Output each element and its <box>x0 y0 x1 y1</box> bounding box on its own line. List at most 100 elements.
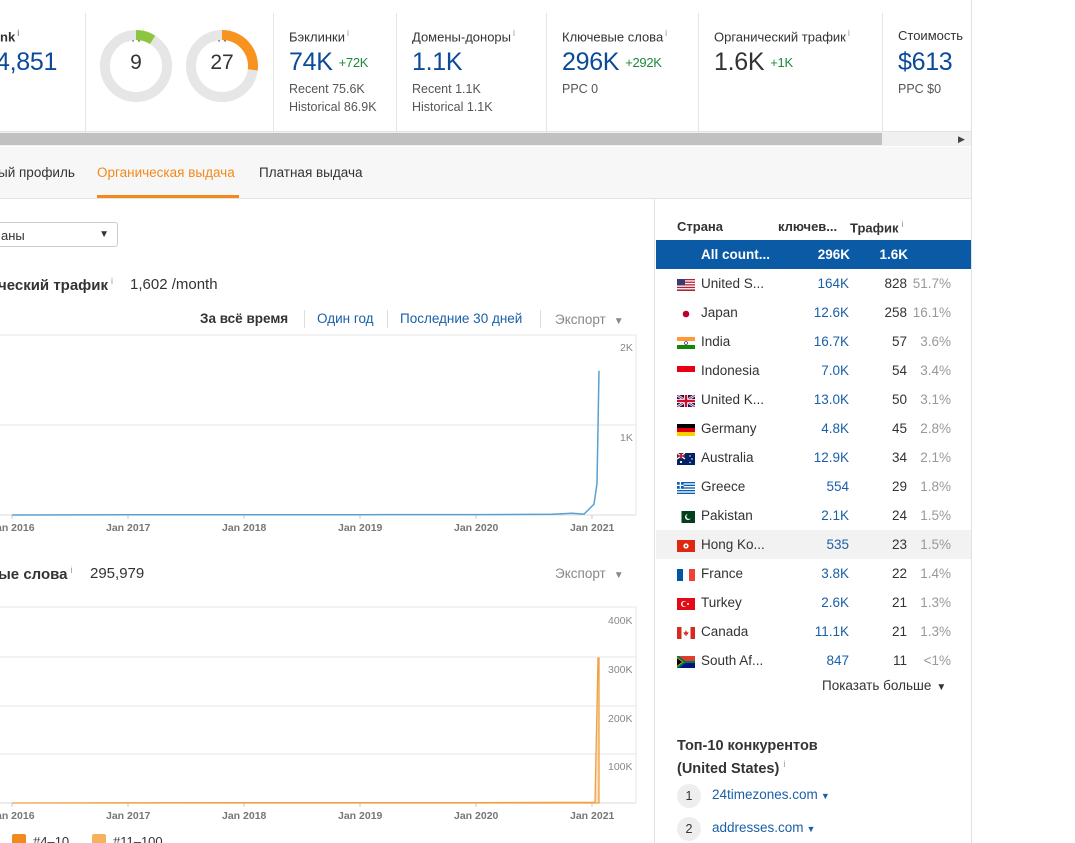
country-percent: 3.6% <box>920 334 951 349</box>
traffic-export-button[interactable]: Экспорт ▼ <box>555 312 624 327</box>
country-traffic: 11 <box>892 653 907 668</box>
info-icon[interactable]: i <box>17 28 20 38</box>
organic-traffic-title: Органический трафик i <box>714 28 850 45</box>
info-icon[interactable]: i <box>111 276 114 286</box>
cost-value[interactable]: $613 <box>898 48 953 76</box>
country-name: Japan <box>701 305 738 320</box>
competitor-link[interactable]: addresses.com ▼ <box>712 820 816 835</box>
divider <box>698 13 699 131</box>
country-name: Pakistan <box>701 508 753 523</box>
gr-flag-icon <box>677 481 695 494</box>
country-keywords[interactable]: 12.6K <box>813 305 849 320</box>
ahrefs-rank-title: nk i <box>0 28 20 45</box>
country-traffic: 22 <box>891 566 907 581</box>
info-icon[interactable]: i <box>665 28 668 38</box>
keywords-export-button[interactable]: Экспорт ▼ <box>555 566 624 581</box>
traffic-x-tick: Jan 2020 <box>454 522 499 534</box>
keywords-ppc: PPC 0 <box>562 82 599 96</box>
country-traffic: 50 <box>891 392 907 407</box>
divider <box>540 310 541 328</box>
col-traffic[interactable]: Трафик i <box>850 219 904 236</box>
chevron-down-icon: ▼ <box>936 682 947 693</box>
traffic-x-tick: an 2016 <box>0 522 35 534</box>
country-keywords[interactable]: 7.0K <box>821 363 849 378</box>
country-row[interactable]: Germany 4.8K 45 2.8% <box>656 414 971 443</box>
col-keywords[interactable]: ключев... <box>778 219 838 234</box>
range-one-year[interactable]: Один год <box>317 311 374 326</box>
country-keywords[interactable]: 847 <box>826 653 849 668</box>
country-name: India <box>701 334 731 349</box>
country-row[interactable]: Pakistan 2.1K 24 1.5% <box>656 501 971 530</box>
country-row[interactable]: Greece 554 29 1.8% <box>656 472 971 501</box>
ur-gauge <box>100 30 172 102</box>
country-row[interactable]: India 16.7K 57 3.6% <box>656 327 971 356</box>
chevron-down-icon: ▼ <box>613 570 624 581</box>
legend-checkbox[interactable] <box>12 834 26 843</box>
country-keywords[interactable]: 13.0K <box>813 392 849 407</box>
keywords-delta: +292K <box>625 55 662 70</box>
country-keywords[interactable]: 11.1K <box>814 624 849 639</box>
info-icon[interactable]: i <box>513 28 515 38</box>
country-keywords[interactable]: 2.1K <box>821 508 849 523</box>
country-row[interactable]: France 3.8K 22 1.4% <box>656 559 971 588</box>
traffic-x-ticks <box>11 515 593 519</box>
country-keywords[interactable]: 296K <box>817 247 850 262</box>
country-percent: 1.4% <box>920 566 951 581</box>
competitor-link[interactable]: 24timezones.com ▼ <box>712 787 830 802</box>
tab-bar: ый профиль Органическая выдача Платная в… <box>0 147 971 199</box>
country-keywords[interactable]: 4.8K <box>821 421 849 436</box>
ref-domains-value[interactable]: 1.1K <box>412 48 463 76</box>
country-traffic: 24 <box>891 508 907 523</box>
country-percent: 2.8% <box>920 421 951 436</box>
country-row[interactable]: United K... 13.0K 50 3.1% <box>656 385 971 414</box>
country-row[interactable]: Indonesia 7.0K 54 3.4% <box>656 356 971 385</box>
divider <box>396 13 397 131</box>
tab-profile[interactable]: ый профиль <box>0 165 75 180</box>
metrics-scrollbar[interactable]: ▶ <box>0 131 971 146</box>
country-row[interactable]: South Af... 847 11 <1% <box>656 646 971 675</box>
pk-flag-icon <box>677 510 695 523</box>
country-row[interactable]: Turkey 2.6K 21 1.3% <box>656 588 971 617</box>
country-row-all[interactable]: All count... 296K 1.6K <box>656 240 971 269</box>
country-row[interactable]: Australia 12.9K 34 2.1% <box>656 443 971 472</box>
legend-checkbox[interactable] <box>92 834 106 843</box>
country-percent: 2.1% <box>920 450 951 465</box>
country-keywords[interactable]: 164K <box>817 276 849 291</box>
country-percent: 1.3% <box>920 624 951 639</box>
show-more-button[interactable]: Показать больше ▼ <box>822 678 947 693</box>
scrollbar-thumb[interactable] <box>0 133 882 145</box>
range-last-30-days[interactable]: Последние 30 дней <box>400 311 523 326</box>
keywords-value[interactable]: 296K +292K <box>562 48 662 76</box>
keywords-chart <box>0 606 637 807</box>
info-icon[interactable]: i <box>346 28 349 38</box>
country-keywords[interactable]: 16.7K <box>813 334 849 349</box>
country-row[interactable]: United S... 164K 828 51.7% <box>656 269 971 298</box>
jp-flag-icon <box>677 307 695 320</box>
tab-paid[interactable]: Платная выдача <box>259 165 363 180</box>
ur-gauge-arc <box>135 30 156 45</box>
info-icon[interactable]: i <box>901 219 904 229</box>
country-percent: 51.7% <box>912 276 951 291</box>
country-keywords[interactable]: 535 <box>826 537 849 552</box>
main-area: nk i 4,851 UR i 9 DR i 27 Бэклинки i 74K +72K… <box>0 0 972 843</box>
country-keywords[interactable]: 12.9K <box>813 450 849 465</box>
country-row[interactable]: Canada 11.1K 21 1.3% <box>656 617 971 646</box>
country-keywords[interactable]: 554 <box>826 479 849 494</box>
country-row[interactable]: Japan 12.6K 258 16.1% <box>656 298 971 327</box>
country-keywords[interactable]: 3.8K <box>821 566 849 581</box>
info-icon[interactable]: i <box>70 565 73 575</box>
country-keywords[interactable]: 2.6K <box>821 595 849 610</box>
country-select[interactable]: аны ▼ <box>0 222 118 247</box>
country-row[interactable]: Hong Ko... 535 23 1.5% <box>656 530 971 559</box>
us-flag-icon <box>677 278 695 291</box>
info-icon[interactable]: i <box>783 759 786 769</box>
cost-title: Стоимость <box>898 28 964 43</box>
info-icon[interactable]: i <box>847 28 850 38</box>
tab-organic[interactable]: Органическая выдача <box>97 165 235 180</box>
range-all-time[interactable]: За всё время <box>200 311 289 326</box>
col-country[interactable]: Страна <box>677 219 724 234</box>
traffic-x-tick: Jan 2019 <box>338 522 383 534</box>
backlinks-value[interactable]: 74K +72K <box>289 48 369 76</box>
dr-value: 27 <box>210 51 234 74</box>
scroll-right-arrow-icon[interactable]: ▶ <box>958 134 965 144</box>
